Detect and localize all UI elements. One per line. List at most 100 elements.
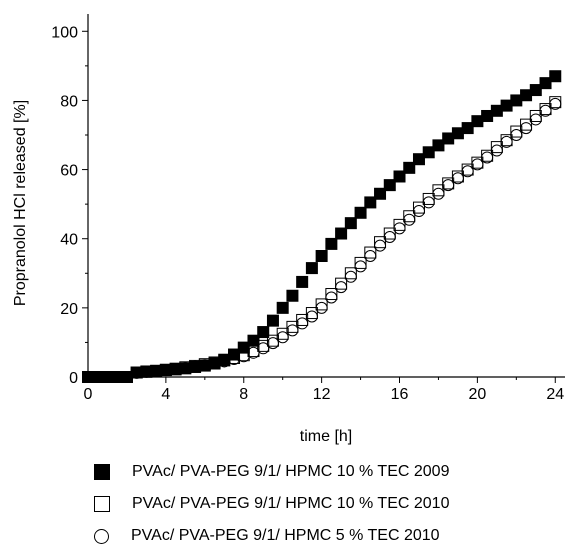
y-tick-label: 40 — [60, 232, 78, 249]
data-point — [412, 205, 425, 218]
y-tick-label: 0 — [69, 370, 78, 387]
axes: 0 4 8 12 16 20 24 0 20 40 60 80 100 — [51, 14, 565, 403]
data-point — [383, 230, 396, 243]
data-point — [179, 362, 192, 375]
data-point — [91, 371, 104, 383]
data-point — [218, 355, 231, 368]
data-point — [169, 363, 182, 376]
data-point — [305, 262, 318, 275]
data-point — [354, 256, 367, 269]
data-point — [500, 135, 513, 148]
data-point — [549, 97, 562, 110]
data-point — [111, 371, 124, 383]
data-point — [286, 289, 299, 302]
legend-label-series-1: PVAc/ PVA-PEG 9/1/ HPMC 10 % TEC 2009 — [132, 463, 450, 480]
data-point — [315, 250, 328, 262]
data-point — [150, 365, 163, 378]
data-point — [305, 310, 318, 323]
data-point — [432, 184, 445, 197]
x-tick-label: 16 — [391, 386, 409, 403]
data-point — [159, 364, 172, 377]
data-point — [403, 213, 416, 226]
filled-square-icon — [94, 464, 110, 480]
data-point — [393, 170, 406, 183]
data-point — [539, 77, 552, 90]
legend-label-series-2: PVAc/ PVA-PEG 9/1/ HPMC 10 % TEC 2010 — [132, 495, 450, 512]
series-3 — [82, 97, 562, 383]
data-marks — [82, 70, 562, 383]
data-point — [82, 371, 94, 383]
data-point — [422, 192, 435, 205]
data-point — [286, 324, 299, 337]
data-point — [237, 341, 250, 354]
legend-item-series-3: PVAc/ PVA-PEG 9/1/ HPMC 5 % TEC 2010 — [92, 520, 449, 552]
data-point — [520, 122, 533, 135]
data-point — [393, 222, 406, 235]
data-point — [422, 196, 435, 209]
data-point — [140, 365, 153, 378]
series-2 — [82, 96, 562, 383]
y-tick-label: 60 — [60, 163, 78, 180]
data-point — [383, 227, 396, 240]
y-tick-label: 20 — [60, 301, 78, 318]
data-point — [403, 161, 416, 174]
data-point — [374, 239, 387, 252]
data-point — [510, 129, 523, 141]
legend: PVAc/ PVA-PEG 9/1/ HPMC 10 % TEC 2009 PV… — [92, 456, 449, 552]
data-point — [529, 109, 542, 122]
data-point — [412, 153, 425, 166]
data-point — [354, 206, 367, 219]
data-point — [266, 337, 279, 350]
legend-item-series-1: PVAc/ PVA-PEG 9/1/ HPMC 10 % TEC 2009 — [92, 456, 449, 488]
data-point — [325, 237, 338, 250]
y-axis-title: Propranolol HCl released [%] — [12, 100, 29, 306]
data-point — [101, 371, 114, 383]
data-point — [296, 317, 309, 330]
data-point — [344, 270, 357, 283]
data-point — [198, 359, 211, 372]
data-point — [344, 217, 357, 230]
data-point — [442, 179, 455, 192]
legend-item-series-2: PVAc/ PVA-PEG 9/1/ HPMC 10 % TEC 2010 — [92, 488, 449, 520]
data-point — [315, 298, 328, 311]
data-point — [364, 250, 377, 262]
data-point — [383, 179, 396, 192]
data-point — [354, 260, 367, 273]
legend-label-series-3: PVAc/ PVA-PEG 9/1/ HPMC 5 % TEC 2010 — [131, 527, 440, 544]
data-point — [539, 104, 552, 117]
y-tick-label: 100 — [51, 24, 78, 41]
data-point — [461, 122, 474, 135]
data-point — [412, 201, 425, 214]
data-point — [335, 281, 348, 294]
data-point — [422, 146, 435, 159]
x-tick-label: 8 — [239, 386, 248, 403]
x-axis-title: time [h] — [300, 428, 352, 445]
data-point — [189, 360, 202, 373]
data-point — [257, 326, 270, 339]
data-point — [481, 151, 494, 164]
data-point — [208, 357, 221, 370]
data-point — [364, 246, 377, 259]
data-point — [432, 139, 445, 152]
data-point — [257, 342, 270, 355]
release-chart: 0 4 8 12 16 20 24 0 20 40 60 80 100 time [h] Propran… — [12, 14, 565, 445]
data-point — [296, 275, 309, 288]
data-point — [344, 267, 357, 280]
data-point — [520, 118, 533, 131]
data-point — [335, 227, 348, 240]
data-point — [374, 236, 387, 249]
data-point — [432, 187, 445, 200]
data-point — [335, 277, 348, 290]
x-tick-label: 4 — [161, 386, 170, 403]
data-point — [393, 218, 406, 231]
x-tick-label: 20 — [468, 386, 486, 403]
x-tick-label: 24 — [546, 386, 564, 403]
data-point — [529, 84, 542, 97]
data-point — [490, 141, 503, 154]
data-point — [374, 187, 387, 200]
data-point — [130, 366, 143, 379]
y-tick-label: 80 — [60, 93, 78, 110]
data-point — [529, 113, 542, 126]
data-point — [315, 301, 328, 314]
data-point — [403, 210, 416, 223]
